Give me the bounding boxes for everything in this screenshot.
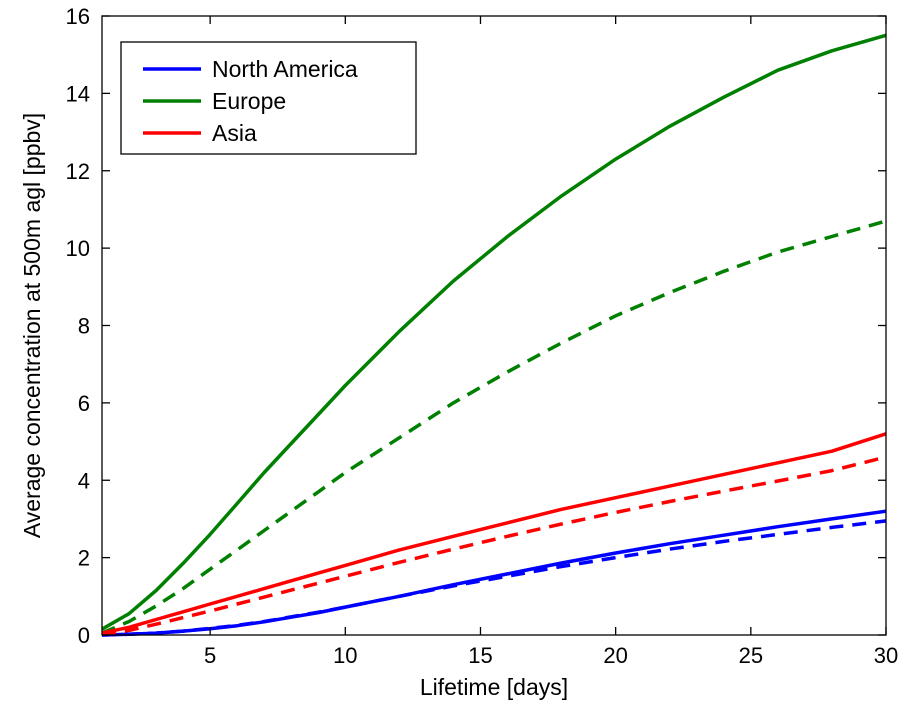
- plot-area: [101, 33, 887, 637]
- legend-label-north-america: North America: [212, 56, 358, 82]
- axes: 5 10 15 20 25 30 0 2 4 6 8 10 12 14 16: [66, 4, 899, 668]
- legend-label-europe: Europe: [212, 88, 286, 114]
- y-tick-label: 14: [66, 81, 90, 106]
- legend: North America Europe Asia: [120, 41, 417, 155]
- x-tick-label: 15: [468, 643, 492, 668]
- y-tick-label: 10: [66, 236, 90, 261]
- x-axis-label: Lifetime [days]: [420, 674, 568, 700]
- x-tick-label: 30: [874, 643, 898, 668]
- europe-solid-line: [101, 33, 887, 631]
- asia-solid-line: [101, 432, 887, 635]
- series-3-dashed-line: [101, 219, 887, 635]
- legend-label-asia: Asia: [212, 120, 257, 146]
- y-tick-label: 12: [66, 159, 90, 184]
- y-axis-label: Average concentration at 500m agl [ppbv]: [19, 113, 45, 538]
- y-tick-label: 6: [78, 391, 90, 416]
- x-tick-label: 5: [204, 643, 216, 668]
- x-tick-label: 25: [739, 643, 763, 668]
- legend-box: [120, 41, 417, 155]
- x-tick-label: 10: [333, 643, 357, 668]
- y-tick-label: 16: [66, 4, 90, 29]
- y-tick-label: 8: [78, 314, 90, 339]
- y-tick-label: 4: [78, 468, 90, 493]
- y-tick-label: 0: [78, 623, 90, 648]
- north-america-solid-line: [101, 509, 887, 637]
- series-5-dashed-line: [101, 455, 887, 636]
- y-tick-label: 2: [78, 546, 90, 571]
- x-tick-label: 20: [603, 643, 627, 668]
